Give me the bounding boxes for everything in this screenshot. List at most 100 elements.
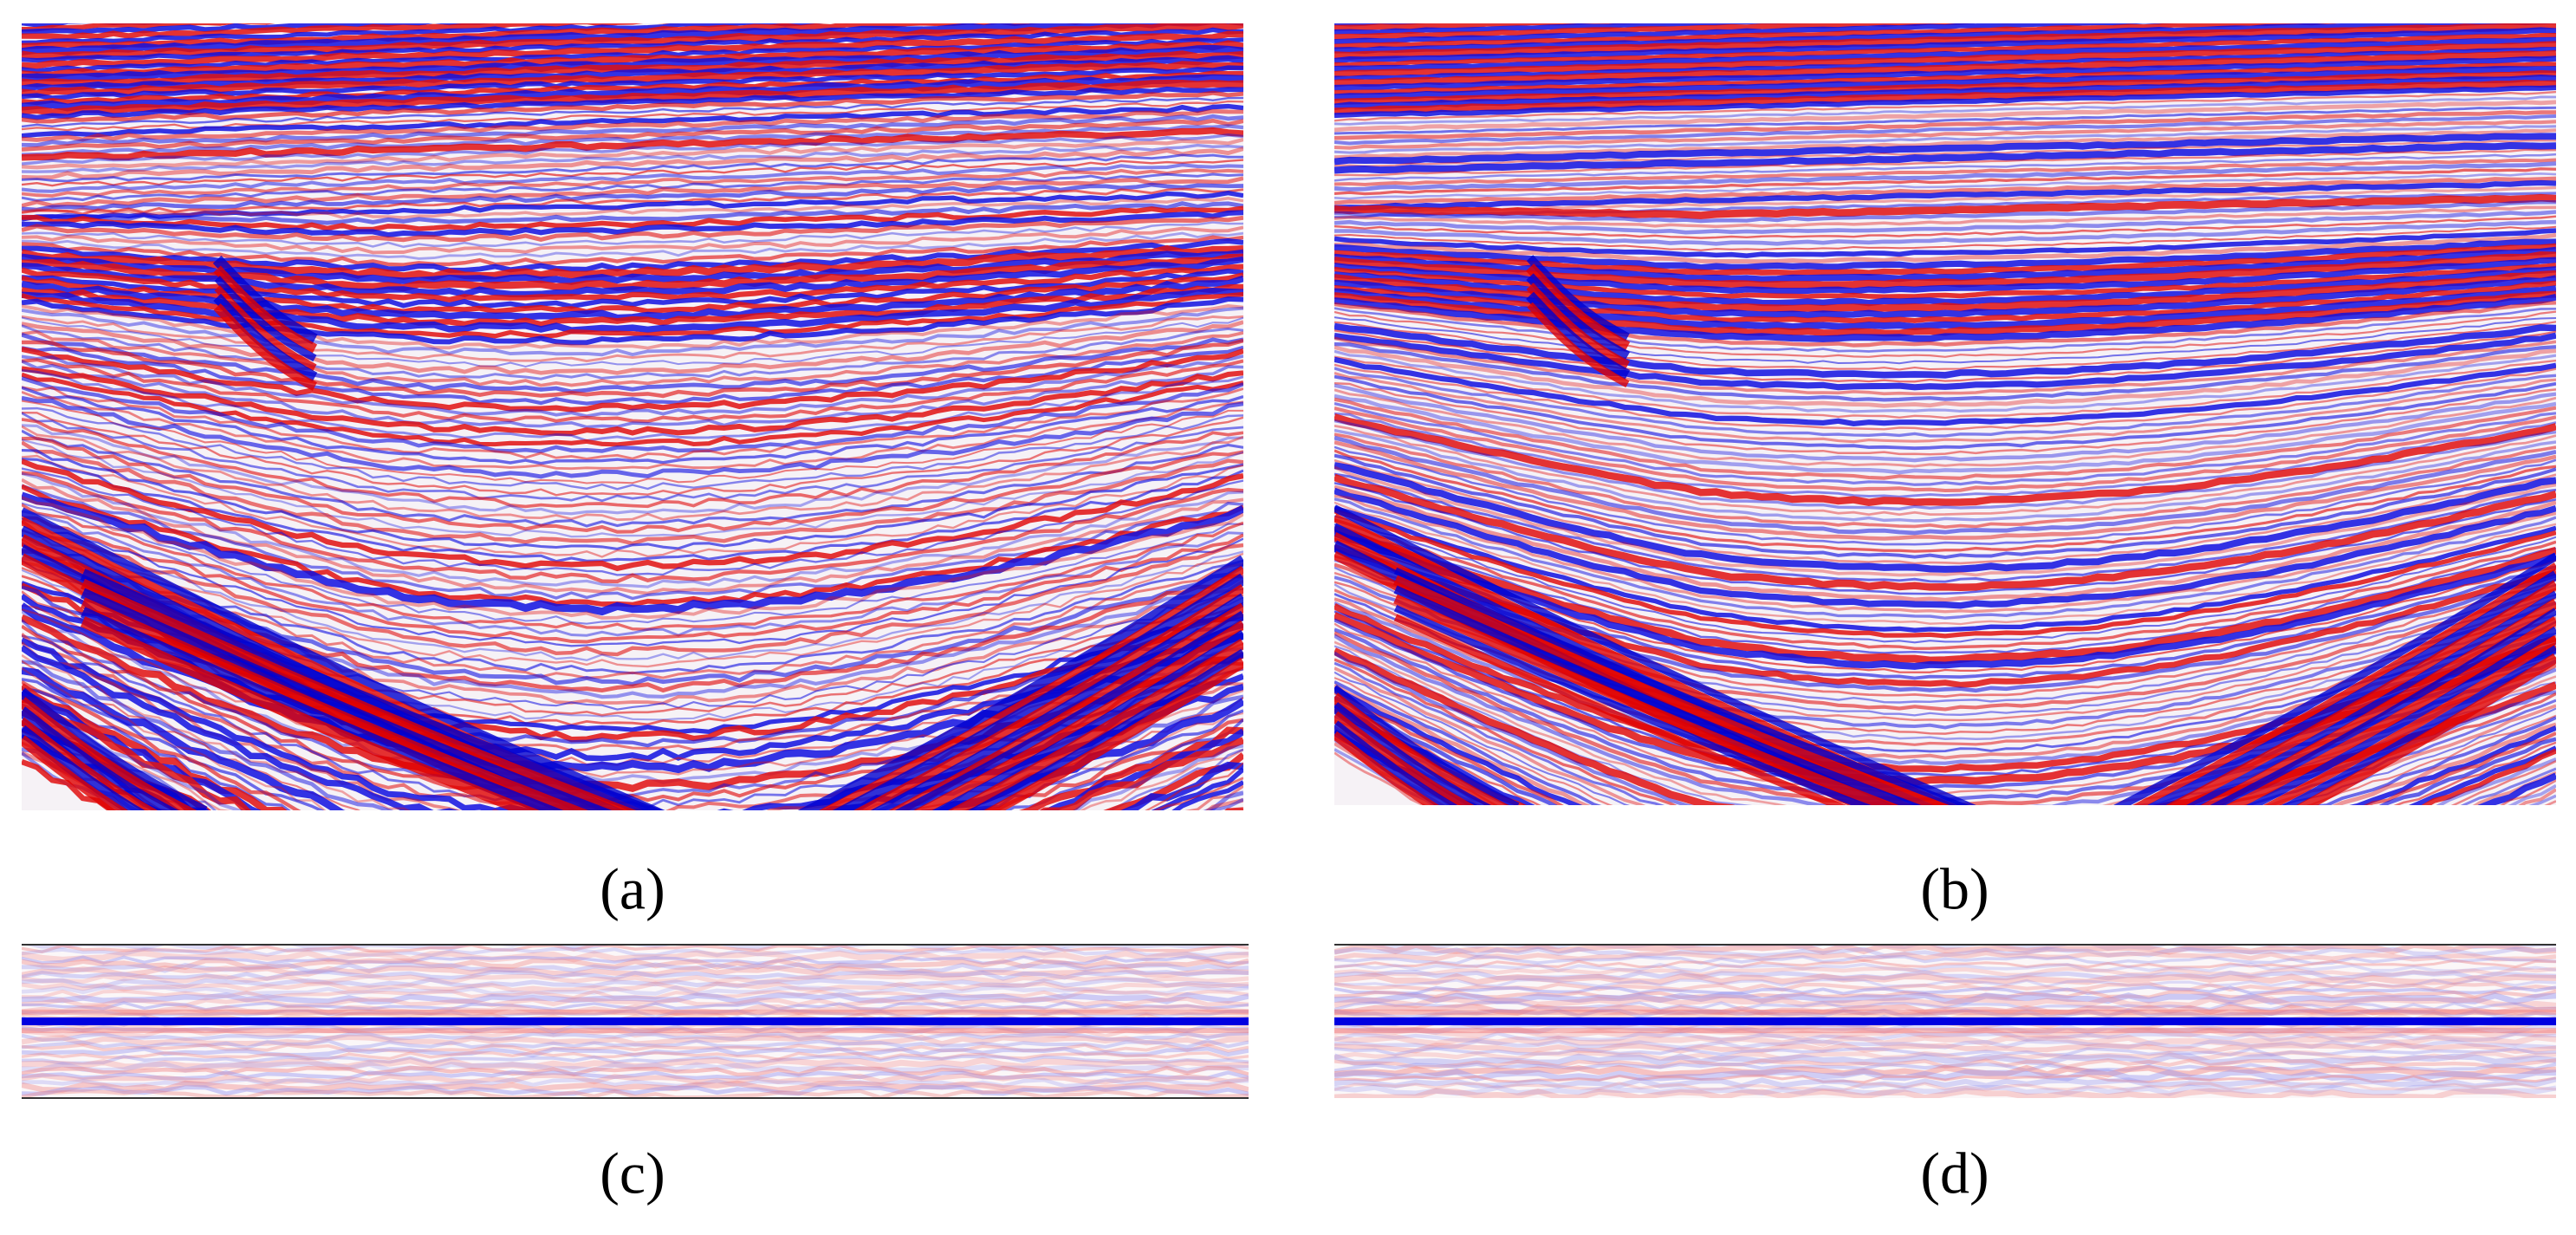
seismic-trace bbox=[1334, 321, 2556, 371]
seismic-trace bbox=[1334, 515, 2556, 644]
seismic-trace bbox=[1334, 504, 1976, 805]
seismic-trace bbox=[22, 1012, 1249, 1023]
seismic-trace bbox=[1334, 465, 2556, 577]
seismic-trace bbox=[1334, 449, 2556, 553]
seismic-trace bbox=[1334, 692, 1509, 805]
seismic-trace bbox=[1334, 90, 2556, 122]
seismic-trace bbox=[1334, 141, 2556, 174]
seismic-trace bbox=[22, 133, 1243, 166]
seismic-trace bbox=[22, 697, 198, 810]
seismic-trace bbox=[22, 23, 851, 45]
seismic-trace bbox=[1334, 1034, 2556, 1047]
seismic-trace bbox=[983, 657, 1243, 810]
seismic-trace bbox=[1334, 70, 2556, 105]
seismic-trace bbox=[22, 406, 1243, 491]
seismic-trace bbox=[22, 65, 1243, 101]
seismic-trace bbox=[1334, 322, 2556, 379]
seismic-trace bbox=[1334, 66, 2556, 101]
seismic-trace bbox=[22, 977, 1249, 989]
seismic-trace bbox=[2132, 562, 2556, 805]
seismic-trace bbox=[1334, 228, 2556, 258]
panel-label: (b) bbox=[1920, 856, 1989, 922]
seismic-trace bbox=[22, 191, 1243, 222]
seismic-trace bbox=[2209, 608, 2556, 805]
seismic-section bbox=[1334, 23, 2556, 805]
seismic-trace bbox=[22, 103, 1243, 139]
seismic-trace bbox=[22, 96, 1243, 128]
seismic-trace bbox=[1334, 445, 2556, 546]
seismic-trace bbox=[1334, 79, 2556, 115]
seismic-trace bbox=[22, 1055, 1249, 1065]
seismic-trace bbox=[1334, 85, 2556, 119]
seismic-trace bbox=[1334, 518, 2556, 651]
seismic-trace bbox=[22, 1027, 1249, 1039]
seismic-trace bbox=[22, 146, 1243, 180]
seismic-trace bbox=[22, 360, 1243, 429]
seismic-trace bbox=[22, 90, 1243, 124]
seismic-trace bbox=[22, 118, 1243, 152]
seismic-trace bbox=[22, 418, 1243, 509]
seismic-trace bbox=[1334, 1023, 2556, 1036]
seismic-trace bbox=[1393, 614, 1847, 805]
seismic-trace bbox=[1334, 413, 2556, 507]
seismic-trace bbox=[870, 593, 1243, 810]
seismic-strip bbox=[1334, 945, 2556, 1098]
seismic-trace bbox=[22, 55, 1243, 93]
seismic-trace bbox=[1334, 969, 2556, 981]
seismic-trace bbox=[22, 1080, 1249, 1093]
seismic-trace bbox=[1334, 695, 2556, 805]
seismic-trace bbox=[22, 449, 1243, 550]
seismic-trace bbox=[22, 197, 1243, 219]
seismic-trace bbox=[1526, 291, 1631, 380]
seismic-trace bbox=[22, 390, 1243, 471]
seismic-trace bbox=[1334, 238, 2556, 271]
seismic-trace bbox=[1334, 440, 2556, 541]
seismic-strip bbox=[22, 945, 1249, 1098]
seismic-trace bbox=[2296, 653, 2556, 805]
seismic-trace bbox=[1334, 388, 2556, 468]
panel-label: (c) bbox=[600, 1141, 665, 1206]
seismic-trace bbox=[1334, 158, 2556, 186]
seismic-trace bbox=[22, 386, 1243, 465]
seismic-trace bbox=[213, 293, 318, 382]
seismic-trace bbox=[22, 368, 1243, 442]
seismic-trace bbox=[894, 610, 1243, 810]
seismic-trace bbox=[1334, 1064, 2556, 1078]
seismic-trace bbox=[1334, 332, 2556, 391]
seismic-trace bbox=[888, 602, 1243, 810]
seismic-trace bbox=[22, 1001, 1249, 1011]
seismic-trace bbox=[1334, 23, 2359, 49]
seismic-trace bbox=[1334, 382, 2556, 456]
seismic-trace bbox=[1334, 120, 2556, 150]
seismic-trace bbox=[1334, 225, 2556, 251]
seismic-trace bbox=[1334, 219, 2556, 246]
seismic-trace bbox=[1334, 950, 2556, 962]
seismic-trace bbox=[22, 366, 1243, 436]
seismic-trace bbox=[213, 265, 318, 354]
seismic-trace bbox=[1334, 316, 2556, 365]
seismic-trace bbox=[22, 86, 1243, 120]
seismic-trace bbox=[1334, 946, 2556, 959]
seismic-trace bbox=[22, 1077, 1249, 1089]
seismic-trace bbox=[22, 528, 1243, 662]
seismic-trace bbox=[1526, 273, 1631, 361]
seismic-trace bbox=[22, 1043, 1249, 1054]
seismic-trace bbox=[2113, 552, 2556, 805]
seismic-trace bbox=[22, 1031, 1249, 1043]
seismic-trace bbox=[22, 458, 1243, 572]
seismic-trace bbox=[1334, 1062, 2556, 1073]
seismic-trace bbox=[1334, 945, 2556, 955]
seismic-trace bbox=[1526, 283, 1630, 370]
seismic-trace bbox=[1334, 393, 2556, 475]
seismic-trace bbox=[1334, 307, 2556, 353]
seismic-trace bbox=[1334, 686, 2556, 805]
seismic-trace bbox=[22, 354, 1243, 419]
seismic-trace bbox=[22, 346, 1243, 413]
seismic-trace bbox=[22, 159, 1243, 187]
seismic-trace bbox=[1334, 110, 2556, 140]
seismic-trace bbox=[22, 503, 1243, 631]
seismic-trace bbox=[22, 40, 1243, 79]
seismic-trace bbox=[1334, 161, 2556, 192]
seismic-trace bbox=[1334, 677, 2556, 805]
